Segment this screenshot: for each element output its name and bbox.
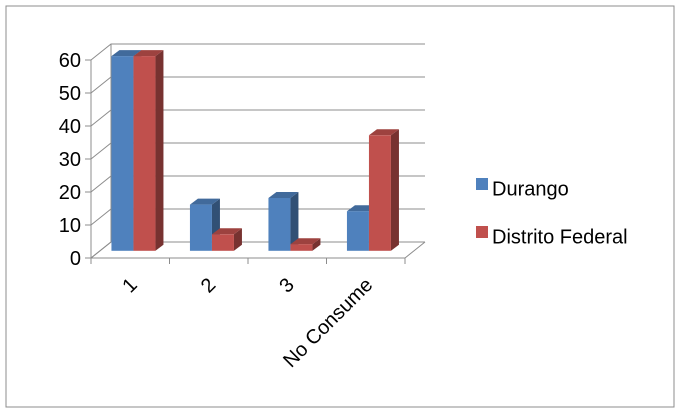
bar-front [111, 56, 134, 251]
bar-top [211, 228, 242, 235]
bar-side [390, 129, 399, 251]
y-tick-label: 10 [59, 215, 81, 237]
bar-distrito-federal-2 [290, 238, 321, 251]
bar-distrito-federal-0 [133, 50, 164, 251]
gridline [90, 76, 425, 94]
legend: Durango Distrito Federal [476, 178, 628, 248]
gridline [90, 109, 425, 127]
bar-durango-1 [189, 198, 220, 251]
bar-front [133, 56, 156, 251]
bar-front [189, 204, 212, 251]
y-tick-label: 20 [59, 182, 81, 204]
legend-swatch [476, 178, 488, 190]
legend-item-distrito-federal: Distrito Federal [476, 226, 628, 248]
bar-front [368, 135, 391, 251]
y-tick-label: 40 [59, 116, 81, 138]
y-tick-label: 30 [59, 149, 81, 171]
gridline [90, 175, 425, 193]
y-tick-label: 50 [59, 83, 81, 105]
bar-distrito-federal-1 [211, 228, 242, 251]
bar-front [346, 211, 369, 251]
bar-front [211, 234, 234, 251]
bar-top [368, 129, 399, 136]
legend-swatch [476, 226, 488, 238]
legend-item-durango: Durango [476, 178, 569, 200]
y-axis: 0 10 20 30 40 50 60 [59, 50, 92, 270]
bar-distrito-federal-3 [368, 129, 399, 251]
bar-top [189, 198, 220, 205]
floor-right-edge [404, 241, 426, 259]
bar-front [290, 244, 313, 251]
bar-side [312, 238, 321, 251]
legend-label: Distrito Federal [492, 226, 628, 248]
gridlines [90, 43, 425, 259]
gridline [90, 208, 425, 226]
bar-top [133, 50, 164, 57]
gridline [90, 142, 425, 160]
bar-top [111, 50, 142, 57]
gridline [90, 43, 425, 61]
bars-group [111, 50, 399, 251]
bar-front [268, 198, 291, 251]
bar-side [233, 228, 242, 251]
bar-side [155, 50, 164, 251]
bar-top [268, 192, 299, 198]
bar-side [290, 192, 299, 251]
bar-durango-2 [268, 192, 299, 251]
y-tick-label: 60 [59, 50, 81, 72]
y-tick-label: 0 [70, 248, 81, 270]
legend-label: Durango [492, 178, 569, 200]
bar-top [290, 238, 321, 245]
